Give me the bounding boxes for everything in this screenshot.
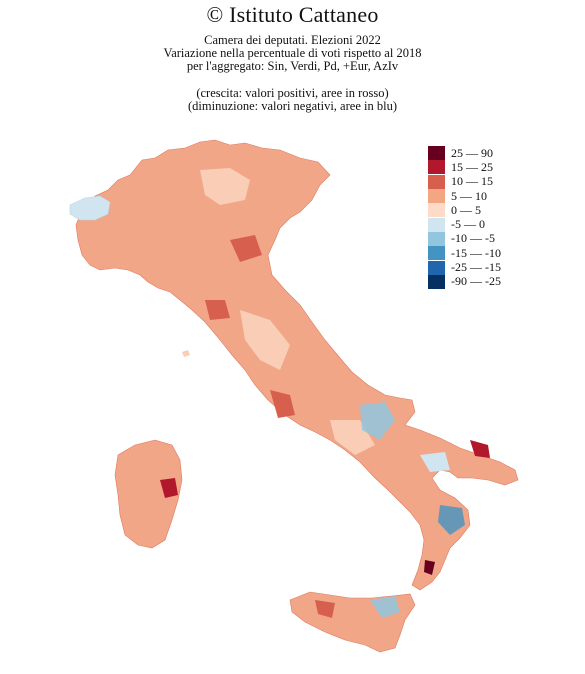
- mainland-italy: [75, 139, 519, 591]
- sardinia: [114, 439, 183, 549]
- legend-item: -25 — -15: [428, 260, 501, 275]
- legend-label: 15 — 25: [451, 159, 493, 174]
- area-red-emilia: [230, 235, 262, 262]
- area-dark-calabria: [424, 560, 435, 575]
- legend-swatch: [428, 274, 445, 289]
- area-red-tuscany: [205, 300, 230, 320]
- legend-swatch: [428, 260, 445, 275]
- legend-label: -10 — -5: [451, 231, 495, 246]
- legend-item: -90 — -25: [428, 274, 501, 289]
- legend-swatch: [428, 231, 445, 246]
- map-title: © Istituto Cattaneo: [206, 2, 379, 27]
- area-blue-molise: [360, 402, 395, 440]
- note-decrease: (diminuzione: valori negativi, aree in b…: [188, 99, 397, 113]
- legend-swatch: [428, 217, 445, 232]
- area-dark-sardinia: [160, 478, 178, 498]
- legend-swatch: [428, 160, 445, 175]
- legend-label: -90 — -25: [451, 274, 501, 289]
- area-red-sicily: [315, 600, 335, 618]
- legend-item: 25 — 90: [428, 145, 501, 161]
- legend-item: -15 — -10: [428, 245, 501, 261]
- legend-item: 10 — 15: [428, 174, 501, 189]
- legend-label: -5 — 0: [451, 217, 485, 232]
- area-blue-puglia: [420, 452, 450, 472]
- legend-swatch: [428, 189, 445, 204]
- area-light-center: [240, 310, 290, 370]
- legend-item: 5 — 10: [428, 188, 501, 204]
- legend-item: -10 — -5: [428, 231, 501, 246]
- legend-item: 15 — 25: [428, 159, 501, 175]
- legend-swatch: [428, 146, 445, 161]
- subtitle-line-2: Variazione nella percentuale di voti ris…: [163, 46, 422, 60]
- note-growth: (crescita: valori positivi, aree in ross…: [196, 86, 389, 100]
- legend-item: -5 — 0: [428, 217, 501, 232]
- area-blue-calabria: [438, 505, 465, 535]
- legend-label: -25 — -15: [451, 260, 501, 275]
- legend-label: 10 — 15: [451, 174, 493, 189]
- subtitle-line-3: per l'aggregato: Sin, Verdi, Pd, +Eur, A…: [186, 59, 399, 73]
- subtitle-line-1: Camera dei deputati. Elezioni 2022: [204, 33, 381, 47]
- legend-swatch: [428, 174, 445, 189]
- legend-label: 25 — 90: [451, 145, 493, 160]
- elba-island: [182, 350, 190, 357]
- area-dark-puglia: [470, 440, 490, 458]
- legend-label: 0 — 5: [451, 202, 481, 217]
- aosta-region: [69, 195, 111, 221]
- area-blue-sicily: [370, 596, 400, 618]
- legend-label: -15 — -10: [451, 245, 501, 260]
- legend-item: 0 — 5: [428, 202, 501, 218]
- legend-label: 5 — 10: [451, 188, 487, 203]
- legend-swatch: [428, 203, 445, 218]
- legend-swatch: [428, 246, 445, 261]
- area-light-north: [200, 168, 250, 205]
- map-legend: 25 — 90 15 — 25 10 — 15 5 — 10 0 — 5 -5 …: [428, 146, 501, 289]
- area-red-lazio: [270, 390, 295, 418]
